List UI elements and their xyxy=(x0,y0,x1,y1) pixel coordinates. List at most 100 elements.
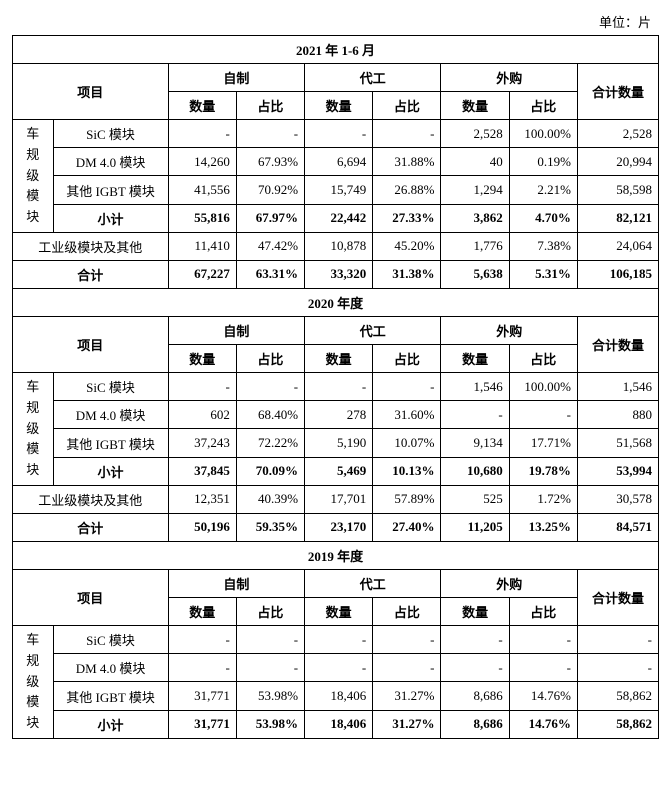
industrial-cell: 525 xyxy=(441,485,509,513)
subtotal-cell: 67.97% xyxy=(236,204,304,232)
total-cell: 63.31% xyxy=(236,260,304,288)
cell: 602 xyxy=(168,401,236,429)
cell: - xyxy=(577,654,658,682)
cell: - xyxy=(168,625,236,653)
cell: 9,134 xyxy=(441,429,509,457)
row-label: 其他 IGBT 模块 xyxy=(53,682,168,710)
cell: - xyxy=(441,401,509,429)
cell: 14,260 xyxy=(168,148,236,176)
cell: 2,528 xyxy=(577,120,658,148)
section-title: 2019 年度 xyxy=(13,541,659,569)
section-title: 2020 年度 xyxy=(13,288,659,316)
cell: 26.88% xyxy=(373,176,441,204)
industrial-cell: 40.39% xyxy=(236,485,304,513)
data-table: 2021 年 1-6 月项目自制代工外购合计数量数量占比数量占比数量占比车 规 … xyxy=(12,35,659,739)
total-cell: 13.25% xyxy=(509,513,577,541)
cell: - xyxy=(305,654,373,682)
cell: 2,528 xyxy=(441,120,509,148)
cell: - xyxy=(236,654,304,682)
hdr-sub: 占比 xyxy=(373,92,441,120)
total-cell: 5.31% xyxy=(509,260,577,288)
subtotal-cell: 82,121 xyxy=(577,204,658,232)
hdr-sub: 占比 xyxy=(509,92,577,120)
industrial-cell: 24,064 xyxy=(577,232,658,260)
subtotal-label: 小计 xyxy=(53,710,168,738)
cell: - xyxy=(168,372,236,400)
hdr-sub: 数量 xyxy=(305,344,373,372)
cell: 41,556 xyxy=(168,176,236,204)
total-cell: 23,170 xyxy=(305,513,373,541)
cell: 1,546 xyxy=(441,372,509,400)
total-cell: 27.40% xyxy=(373,513,441,541)
hdr-self: 自制 xyxy=(168,316,304,344)
cell: - xyxy=(509,401,577,429)
subtotal-cell: 3,862 xyxy=(441,204,509,232)
cell: 67.93% xyxy=(236,148,304,176)
cell: 14.76% xyxy=(509,682,577,710)
row-label: DM 4.0 模块 xyxy=(53,401,168,429)
cell: 17.71% xyxy=(509,429,577,457)
subtotal-cell: 53,994 xyxy=(577,457,658,485)
hdr-project: 项目 xyxy=(13,316,169,372)
hdr-total: 合计数量 xyxy=(577,316,658,372)
cell: 53.98% xyxy=(236,682,304,710)
cell: 100.00% xyxy=(509,372,577,400)
industrial-cell: 10,878 xyxy=(305,232,373,260)
subtotal-cell: 10,680 xyxy=(441,457,509,485)
cell: - xyxy=(168,654,236,682)
unit-label: 单位：片 xyxy=(12,12,659,31)
hdr-sub: 数量 xyxy=(441,597,509,625)
industrial-cell: 12,351 xyxy=(168,485,236,513)
hdr-self: 自制 xyxy=(168,64,304,92)
cell: 31.60% xyxy=(373,401,441,429)
hdr-sub: 占比 xyxy=(373,344,441,372)
hdr-sub: 占比 xyxy=(236,344,304,372)
hdr-sub: 数量 xyxy=(441,344,509,372)
hdr-sub: 数量 xyxy=(441,92,509,120)
industrial-cell: 1,776 xyxy=(441,232,509,260)
subtotal-cell: 53.98% xyxy=(236,710,304,738)
row-label: SiC 模块 xyxy=(53,120,168,148)
hdr-project: 项目 xyxy=(13,569,169,625)
cell: 40 xyxy=(441,148,509,176)
total-cell: 11,205 xyxy=(441,513,509,541)
industrial-cell: 1.72% xyxy=(509,485,577,513)
industrial-cell: 17,701 xyxy=(305,485,373,513)
hdr-buy: 外购 xyxy=(441,316,577,344)
hdr-buy: 外购 xyxy=(441,64,577,92)
subtotal-label: 小计 xyxy=(53,204,168,232)
hdr-oem: 代工 xyxy=(305,64,441,92)
hdr-sub: 数量 xyxy=(168,92,236,120)
cell: - xyxy=(509,625,577,653)
row-label: 其他 IGBT 模块 xyxy=(53,429,168,457)
cell: 0.19% xyxy=(509,148,577,176)
cell: - xyxy=(373,654,441,682)
hdr-buy: 外购 xyxy=(441,569,577,597)
subtotal-cell: 37,845 xyxy=(168,457,236,485)
hdr-total: 合计数量 xyxy=(577,64,658,120)
cell: - xyxy=(168,120,236,148)
row-label: DM 4.0 模块 xyxy=(53,654,168,682)
cell: 31,771 xyxy=(168,682,236,710)
hdr-total: 合计数量 xyxy=(577,569,658,625)
cell: 58,598 xyxy=(577,176,658,204)
hdr-oem: 代工 xyxy=(305,316,441,344)
subtotal-cell: 27.33% xyxy=(373,204,441,232)
cell: 5,190 xyxy=(305,429,373,457)
subtotal-cell: 22,442 xyxy=(305,204,373,232)
hdr-sub: 占比 xyxy=(236,92,304,120)
cell: 70.92% xyxy=(236,176,304,204)
hdr-sub: 数量 xyxy=(168,344,236,372)
industrial-cell: 57.89% xyxy=(373,485,441,513)
cell: 10.07% xyxy=(373,429,441,457)
cell: 278 xyxy=(305,401,373,429)
subtotal-cell: 8,686 xyxy=(441,710,509,738)
subtotal-label: 小计 xyxy=(53,457,168,485)
cell: - xyxy=(236,120,304,148)
cell: 37,243 xyxy=(168,429,236,457)
total-label: 合计 xyxy=(13,513,169,541)
total-label: 合计 xyxy=(13,260,169,288)
cell: 1,294 xyxy=(441,176,509,204)
hdr-sub: 占比 xyxy=(236,597,304,625)
hdr-sub: 占比 xyxy=(509,344,577,372)
